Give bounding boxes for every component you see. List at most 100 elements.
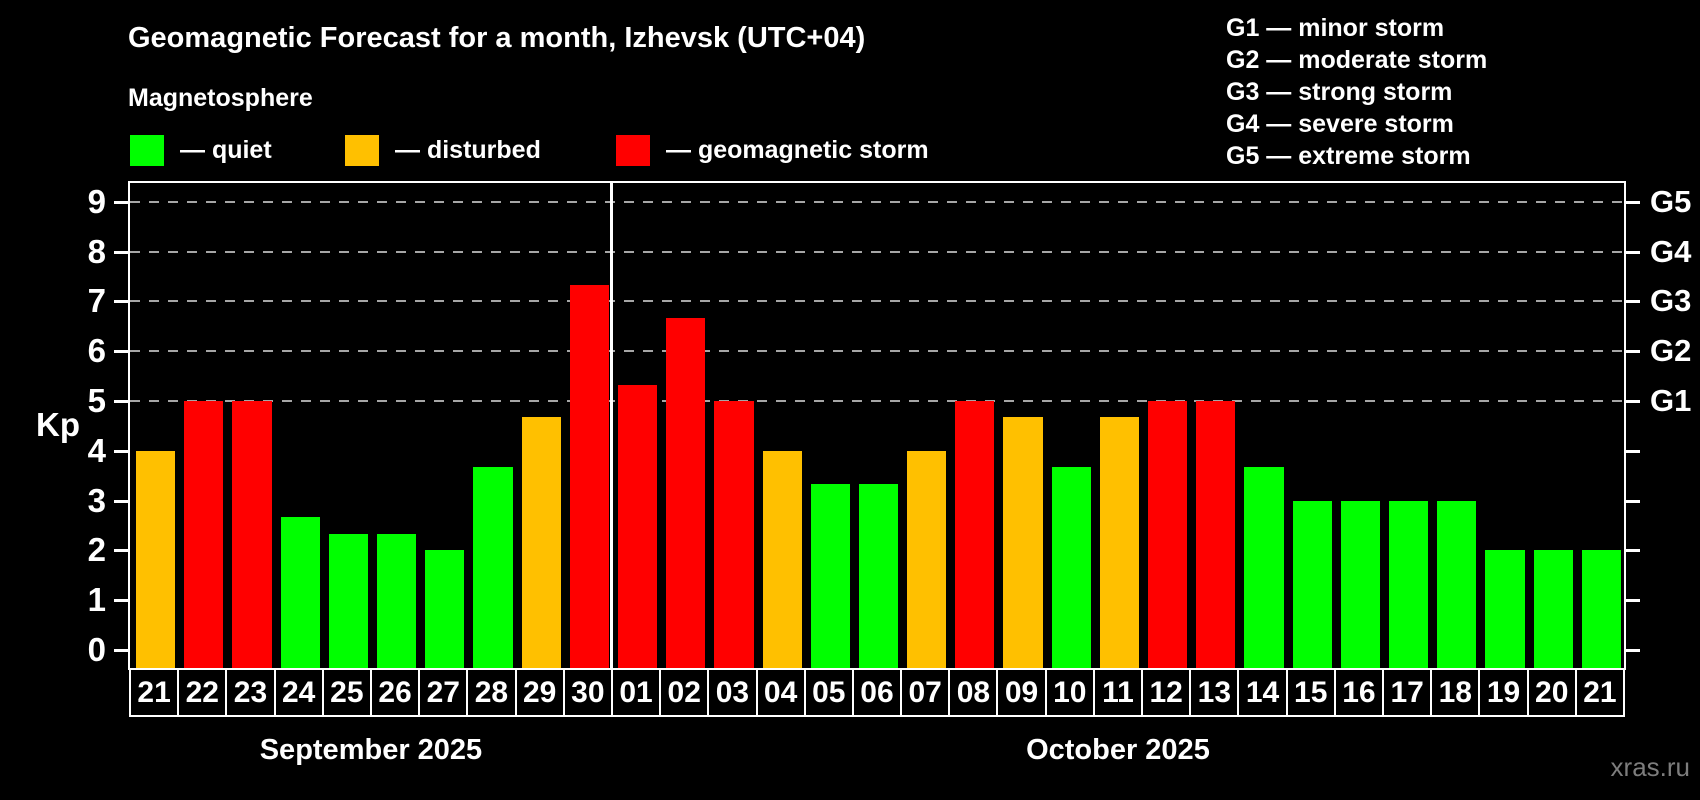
right-tick-0	[1624, 649, 1640, 652]
day-cell-october-05: 05	[803, 668, 854, 717]
y-tick-2	[114, 549, 130, 553]
legend-item-disturbed: — disturbed	[345, 133, 541, 167]
day-label: 27	[426, 675, 460, 709]
day-label: 19	[1486, 675, 1521, 709]
legend-swatch-quiet	[130, 134, 164, 166]
month-separator	[610, 183, 614, 668]
kp-bar-september-29	[521, 417, 561, 668]
g-scale-label-g3: G3	[1650, 283, 1692, 319]
day-cell-september-25: 25	[321, 668, 372, 717]
day-cell-september-26: 26	[369, 668, 421, 717]
kp-bar-september-23	[232, 401, 272, 668]
kp-bar-october-01	[617, 384, 658, 668]
y-tick-8	[114, 250, 130, 254]
day-cell-october-12: 12	[1141, 668, 1192, 717]
day-cell-september-21: 21	[129, 668, 180, 717]
right-tick-1	[1624, 599, 1640, 603]
day-label: 11	[1102, 675, 1134, 709]
day-cell-october-20: 20	[1526, 668, 1577, 717]
kp-bar-october-10	[1051, 467, 1091, 668]
day-label: 16	[1342, 675, 1376, 709]
g-scale-label-g2: G2	[1650, 333, 1692, 369]
y-tick-9	[114, 200, 130, 204]
day-cell-september-24: 24	[273, 668, 324, 717]
day-cell-october-15: 15	[1285, 668, 1336, 717]
day-label: 03	[715, 675, 750, 709]
day-cell-october-09: 09	[996, 668, 1047, 717]
g-scale-label-g5: G5	[1650, 183, 1692, 219]
day-cell-october-16: 16	[1333, 668, 1385, 717]
storm-scale-line-5: G5 — extreme storm	[1226, 142, 1471, 170]
y-tick-label-7: 7	[87, 282, 106, 320]
plot-area	[128, 181, 1626, 670]
y-tick-label-0: 0	[87, 631, 106, 668]
g-scale-label-g4: G4	[1650, 233, 1692, 269]
y-tick-5	[114, 400, 130, 403]
day-label: 10	[1053, 675, 1087, 709]
day-cell-september-29: 29	[514, 668, 565, 717]
kp-bar-september-28	[473, 467, 513, 668]
kp-bar-october-03	[714, 401, 754, 668]
day-label: 05	[812, 675, 846, 709]
day-label: 30	[571, 675, 605, 709]
storm-scale-line-2: G2 — moderate storm	[1226, 46, 1488, 74]
legend-swatch-storm	[616, 134, 650, 166]
chart-subtitle: Magnetosphere	[128, 84, 313, 112]
kp-bar-october-21	[1581, 550, 1621, 668]
legend-item-storm: — geomagnetic storm	[616, 133, 929, 167]
watermark: xras.ru	[1610, 752, 1690, 782]
day-cell-october-18: 18	[1430, 668, 1481, 717]
day-cell-october-13: 13	[1189, 668, 1240, 717]
day-label: 28	[474, 675, 509, 709]
right-tick-8	[1624, 250, 1640, 254]
day-label: 13	[1197, 675, 1232, 709]
day-label: 02	[667, 675, 701, 709]
y-tick-3	[114, 499, 130, 503]
day-label: 20	[1535, 675, 1569, 709]
day-label: 08	[956, 675, 991, 709]
day-cell-october-08: 08	[948, 668, 999, 717]
day-cell-october-19: 19	[1478, 668, 1529, 717]
page-title: Geomagnetic Forecast for a month, Izhevs…	[128, 22, 866, 54]
day-label: 15	[1294, 675, 1328, 709]
kp-bar-september-24	[280, 517, 320, 668]
kp-bar-october-15	[1292, 500, 1332, 668]
kp-bar-october-07	[907, 450, 947, 668]
right-tick-5	[1624, 400, 1640, 403]
right-tick-3	[1624, 499, 1640, 503]
kp-bar-september-30	[569, 284, 609, 668]
day-cell-october-07: 07	[900, 668, 951, 717]
y-tick-label-5: 5	[87, 382, 106, 419]
y-tick-1	[114, 599, 130, 603]
day-label: 01	[619, 675, 653, 709]
day-cell-october-11: 11	[1092, 668, 1144, 717]
y-tick-label-6: 6	[87, 332, 106, 370]
right-axis-line	[1624, 181, 1626, 670]
day-label: 04	[763, 675, 798, 709]
storm-scale-line-1: G1 — minor storm	[1226, 14, 1445, 42]
gridline-kp5	[130, 400, 1624, 402]
right-tick-6	[1624, 350, 1640, 354]
kp-bar-october-04	[762, 450, 802, 668]
kp-bar-october-16	[1340, 500, 1381, 668]
kp-bar-october-12	[1148, 401, 1188, 668]
storm-scale-line-4: G4 — severe storm	[1226, 110, 1454, 138]
kp-bar-october-18	[1437, 500, 1477, 668]
storm-scale-line-3: G3 — strong storm	[1226, 78, 1453, 106]
day-label: 06	[860, 675, 894, 709]
kp-bar-october-09	[1003, 417, 1043, 668]
day-label: 29	[522, 675, 557, 709]
y-tick-label-2: 2	[87, 531, 106, 569]
day-label: 18	[1438, 675, 1472, 709]
day-label: 21	[1583, 675, 1617, 709]
kp-bar-september-27	[425, 550, 465, 668]
kp-bar-september-25	[328, 533, 368, 668]
kp-bar-october-06	[858, 484, 899, 668]
month-label-september: September 2025	[259, 734, 483, 766]
kp-bar-october-17	[1389, 500, 1429, 668]
kp-bar-october-20	[1533, 550, 1573, 668]
day-cell-september-22: 22	[177, 668, 228, 717]
day-cell-october-21: 21	[1574, 668, 1625, 717]
day-label: 25	[330, 675, 364, 709]
